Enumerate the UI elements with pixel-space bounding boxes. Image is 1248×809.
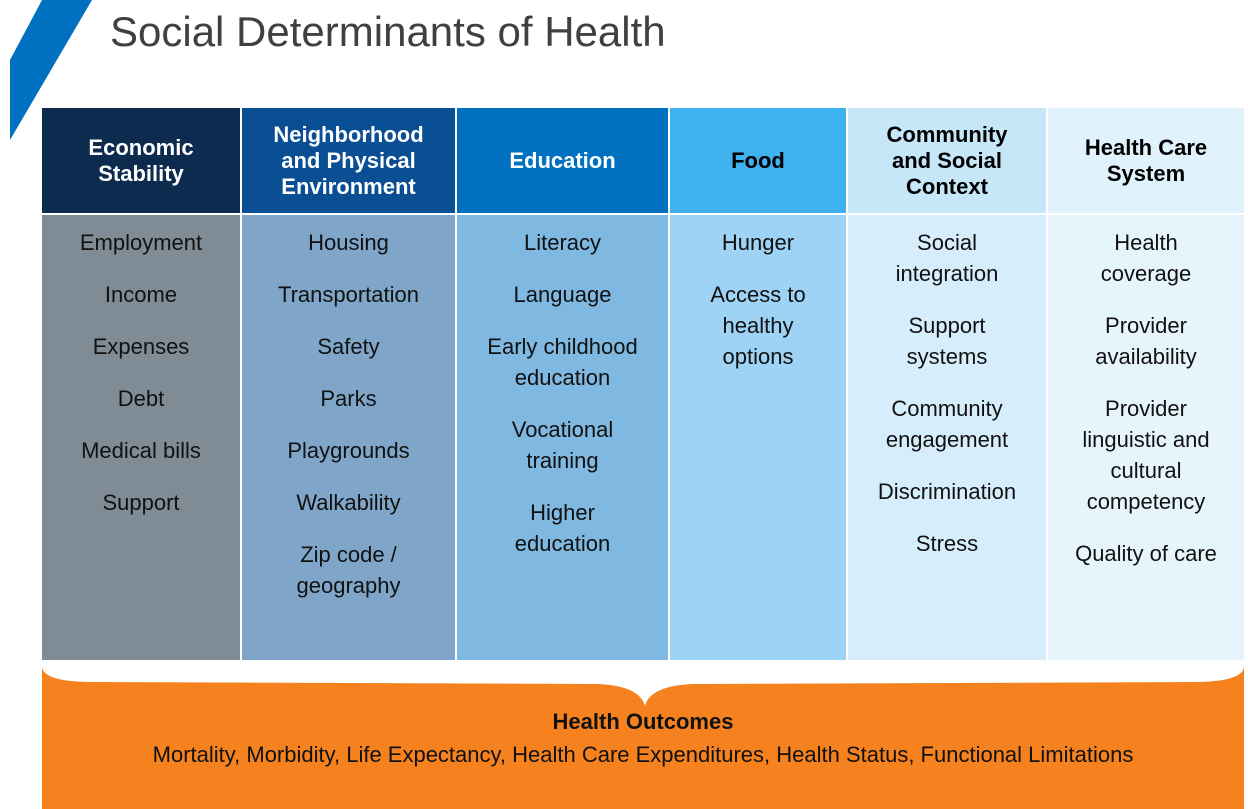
factor: Health coverage <box>1100 230 1192 286</box>
factor: Housing <box>308 230 389 255</box>
factor: Discrimination <box>877 479 1017 504</box>
corner-accent <box>10 0 92 140</box>
column: Economic Stability Employment Income Expens… <box>42 108 242 660</box>
column-header: Economic Stability <box>42 108 240 215</box>
factor: Literacy <box>523 230 602 255</box>
brace <box>42 662 1244 706</box>
factor: Parks <box>320 386 377 411</box>
column-header: Health Care System <box>1048 108 1244 215</box>
factor: Employment <box>79 230 203 255</box>
outcomes-text: Health Outcomes Mortality, Morbidity, Li… <box>42 706 1244 771</box>
factor: Income <box>104 282 178 307</box>
outcomes-body: Mortality, Morbidity, Life Expectancy, H… <box>152 742 1134 767</box>
factor: Medical bills <box>81 438 201 463</box>
factor: Transportation <box>277 282 420 307</box>
factor: Hunger <box>721 230 795 255</box>
outcomes-band <box>42 662 1244 809</box>
column: Food Hunger Access to healthy options <box>670 108 848 660</box>
column-header: Neighborhood and Physical Environment <box>242 108 455 215</box>
determinants-grid: Economic Stability Employment Income Expens… <box>42 108 1244 660</box>
column-body: Housing Transportation Safety Parks Playgrou… <box>242 215 455 660</box>
column-header: Education <box>457 108 668 215</box>
factor: Debt <box>117 386 165 411</box>
factor: Support <box>102 490 180 515</box>
column-body: Literacy Language Early childhood educatio… <box>457 215 668 660</box>
column: Neighborhood and Physical Environment Hou… <box>242 108 457 660</box>
factor: Early childhood education <box>487 334 638 390</box>
factor: Social integration <box>895 230 999 286</box>
column-body: Employment Income Expenses Debt Medical bill… <box>42 215 240 660</box>
column-header: Community and Social Context <box>848 108 1046 215</box>
column-body: Hunger Access to healthy options <box>670 215 846 660</box>
factor: Provider availability <box>1095 313 1197 369</box>
column-body: Social integration Support systems Communi… <box>848 215 1046 660</box>
factor: Safety <box>317 334 380 359</box>
factor: Language <box>513 282 612 307</box>
column-body: Health coverage Provider availability Prov… <box>1048 215 1244 660</box>
factor: Community engagement <box>885 396 1009 452</box>
column: Health Care System Health coverage Provide… <box>1048 108 1244 660</box>
factor: Vocational training <box>511 417 614 473</box>
column: Education Literacy Language Early childhood… <box>457 108 670 660</box>
column-header: Food <box>670 108 846 215</box>
accent-shape <box>10 0 92 140</box>
factor: Zip code / geography <box>296 542 401 598</box>
factor: Stress <box>915 531 979 556</box>
factor: Playgrounds <box>287 438 410 463</box>
factor: Access to healthy options <box>710 282 806 369</box>
slide-title: Social Determinants of Health <box>110 8 666 55</box>
factor: Higher education <box>514 500 611 556</box>
outcomes-title: Health Outcomes <box>552 709 734 734</box>
column: Community and Social Context Social integ… <box>848 108 1048 660</box>
factor: Walkability <box>296 490 401 515</box>
factor: Quality of care <box>1075 541 1217 566</box>
factor: Provider linguistic and cultural compete… <box>1082 396 1210 514</box>
factor: Support systems <box>906 313 988 369</box>
factor: Expenses <box>92 334 190 359</box>
